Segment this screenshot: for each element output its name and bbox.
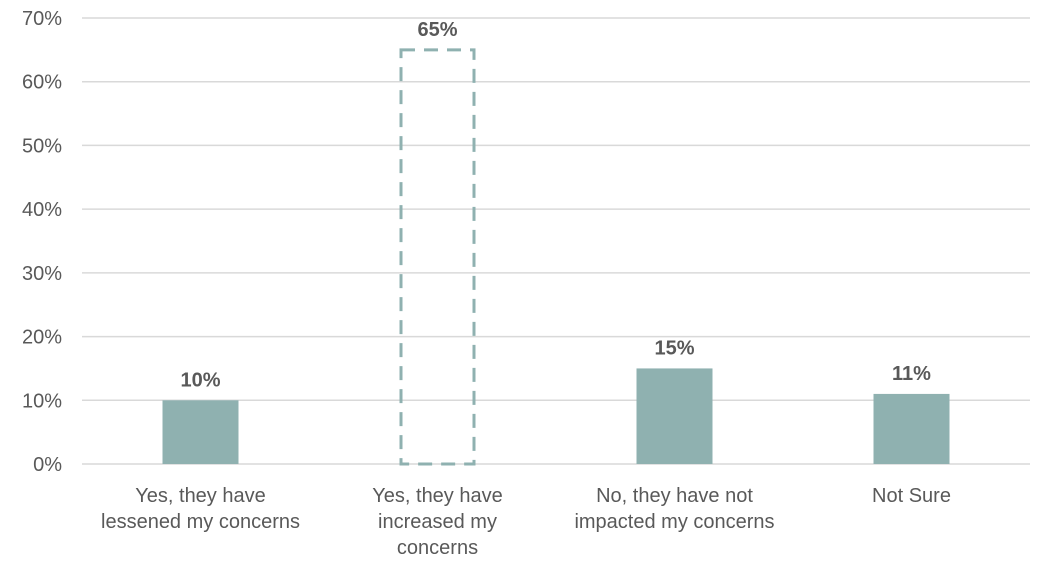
category-label-line: Not Sure — [872, 485, 951, 507]
bars — [162, 48, 950, 466]
bar — [162, 400, 239, 464]
y-tick-label: 10% — [22, 390, 62, 412]
data-labels: 10% 65% 15% 11% — [180, 19, 931, 391]
y-tick-label: 70% — [22, 8, 62, 30]
category-label-line: lessened my concerns — [101, 511, 300, 533]
category-label-line: concerns — [397, 537, 478, 559]
bar — [873, 393, 950, 464]
data-label: 15% — [654, 337, 694, 359]
y-tick-label: 30% — [22, 263, 62, 285]
y-axis-ticks: 0% 10% 20% 30% 40% 50% 60% 70% — [22, 8, 62, 476]
data-label: 10% — [180, 369, 220, 391]
data-label: 65% — [417, 19, 457, 41]
data-label: 11% — [892, 363, 931, 385]
category-label: Yes, they have lessened my concerns — [101, 485, 300, 533]
category-label: Yes, they have increased my concerns — [372, 485, 502, 559]
category-label-line: increased my — [378, 511, 497, 533]
y-tick-label: 60% — [22, 72, 62, 94]
category-label-line: No, they have not — [596, 485, 753, 507]
y-tick-label: 0% — [33, 454, 62, 476]
category-label-line: impacted my concerns — [574, 511, 774, 533]
category-label-line: Yes, they have — [372, 485, 502, 507]
y-tick-label: 50% — [22, 135, 62, 157]
bar — [636, 368, 713, 464]
category-label: No, they have not impacted my concerns — [574, 485, 774, 533]
category-label-line: Yes, they have — [135, 485, 265, 507]
bar — [399, 48, 476, 466]
category-label: Not Sure — [872, 485, 951, 507]
gridlines — [82, 17, 1030, 465]
y-tick-label: 20% — [22, 327, 62, 349]
y-tick-label: 40% — [22, 199, 62, 221]
